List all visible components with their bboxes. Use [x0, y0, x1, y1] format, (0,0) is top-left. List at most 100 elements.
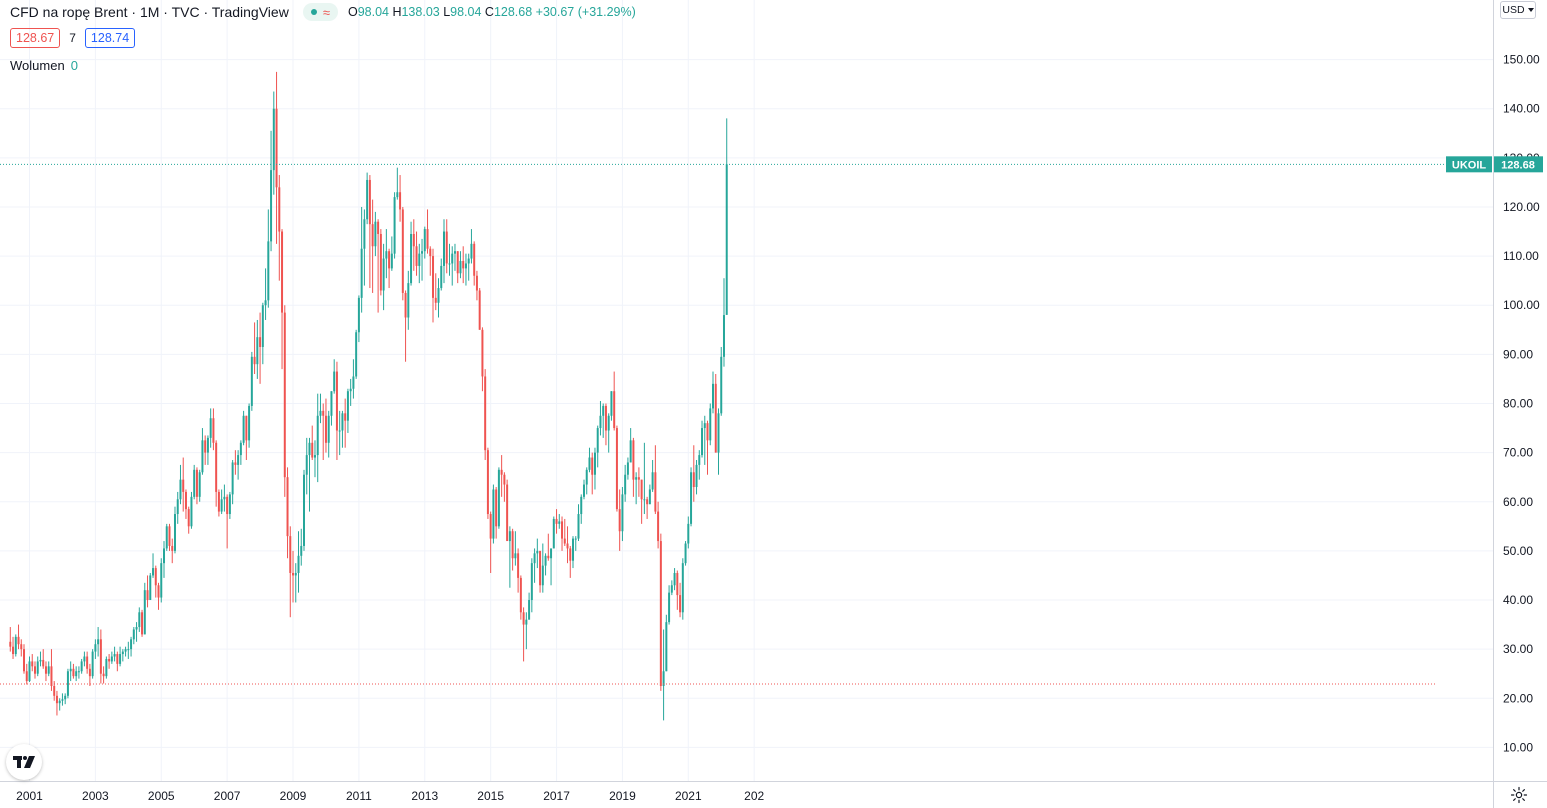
- candle-body: [226, 496, 229, 515]
- candle-body: [64, 695, 67, 700]
- candle-body: [486, 450, 489, 515]
- price-tick-label: 30.00: [1503, 642, 1533, 656]
- candle-body: [121, 651, 124, 655]
- candle-body: [341, 413, 344, 431]
- candle-body: [561, 521, 564, 539]
- candle-body: [635, 477, 638, 480]
- candle-body: [429, 248, 432, 257]
- candle-body: [20, 644, 23, 650]
- candle-body: [23, 649, 26, 672]
- candle-body: [717, 413, 720, 453]
- candle-body: [283, 312, 286, 478]
- candle-body: [624, 474, 627, 495]
- candle-body: [453, 251, 456, 254]
- candle-body: [261, 305, 264, 347]
- candle-body: [245, 415, 248, 441]
- symbol-label: UKOIL: [1452, 159, 1487, 171]
- candle-body: [248, 405, 251, 441]
- buy-price-button[interactable]: 128.74: [84, 28, 136, 48]
- candle-body: [206, 437, 209, 453]
- candle-body: [322, 410, 325, 416]
- candle-body: [591, 457, 594, 475]
- candle-body: [231, 462, 234, 495]
- candle-body: [670, 585, 673, 593]
- time-tick-label: 2001: [16, 789, 43, 803]
- candle-body: [690, 472, 693, 524]
- candle-body: [426, 229, 429, 249]
- candle-body: [462, 261, 465, 269]
- candle-body: [407, 283, 410, 318]
- candle-body: [256, 337, 259, 365]
- candle-body: [673, 572, 676, 586]
- candle-body: [530, 563, 533, 601]
- candle-body: [173, 514, 176, 551]
- price-tick-label: 120.00: [1503, 200, 1540, 214]
- candle-body: [160, 563, 163, 598]
- candle-body: [706, 423, 709, 441]
- candle-body: [566, 543, 569, 549]
- candle-body: [582, 484, 585, 497]
- candle-body: [184, 491, 187, 510]
- candle-body: [179, 479, 182, 500]
- candle-body: [363, 219, 366, 249]
- chart-title: CFD na ropę Brent · 1M · TVC · TradingVi…: [10, 4, 289, 20]
- candle-body: [574, 538, 577, 540]
- candle-body: [599, 415, 602, 429]
- time-tick-label: 2015: [477, 789, 504, 803]
- candle-body: [615, 428, 618, 510]
- candle-body: [242, 415, 245, 443]
- candle-body: [86, 656, 89, 669]
- candle-body: [580, 496, 583, 515]
- candle-body: [478, 290, 481, 330]
- gear-icon[interactable]: [1510, 786, 1528, 804]
- candle-body: [61, 699, 64, 701]
- candle-body: [681, 563, 684, 613]
- tradingview-logo-mark-icon: [13, 755, 35, 768]
- candle-body: [99, 639, 102, 674]
- candle-body: [508, 531, 511, 542]
- tradingview-logo-icon[interactable]: [6, 744, 42, 780]
- candle-body: [253, 356, 256, 365]
- candle-body: [75, 671, 78, 677]
- candle-body: [36, 661, 39, 674]
- candle-body: [349, 388, 352, 392]
- time-tick-label: 202: [744, 789, 764, 803]
- sell-price-button[interactable]: 128.67: [10, 28, 61, 48]
- candle-body: [316, 415, 319, 456]
- price-tick-label: 70.00: [1503, 446, 1533, 460]
- candle-body: [497, 469, 500, 527]
- candle-body: [569, 548, 572, 561]
- candle-body: [250, 356, 253, 406]
- candle-body: [110, 656, 113, 662]
- currency-selector[interactable]: USD: [1500, 1, 1536, 19]
- candle-body: [25, 671, 28, 682]
- candle-body: [555, 518, 558, 524]
- candle-body: [467, 258, 470, 264]
- candle-body: [360, 248, 363, 298]
- candle-body: [105, 658, 108, 677]
- time-tick-label: 2017: [543, 789, 570, 803]
- candle-body: [459, 261, 462, 274]
- candle-body: [157, 585, 160, 598]
- candle-body: [119, 654, 122, 664]
- grid: [0, 0, 1493, 781]
- candle-body: [390, 253, 393, 269]
- candle-body: [511, 531, 514, 559]
- candle-body: [163, 548, 166, 564]
- candle-body: [651, 472, 654, 490]
- price-tick-label: 50.00: [1503, 544, 1533, 558]
- candle-body: [539, 550, 542, 586]
- candle-body: [198, 472, 201, 497]
- candle-body: [292, 572, 295, 576]
- candle-body: [135, 627, 138, 630]
- candle-body: [607, 415, 610, 431]
- candles: [9, 71, 728, 721]
- candle-body: [223, 496, 226, 500]
- bid-ask-row: 128.67 7 128.74: [10, 28, 136, 48]
- candle-body: [396, 192, 399, 198]
- candle-body: [154, 568, 157, 586]
- market-status-pill[interactable]: ≈: [302, 3, 338, 21]
- candle-body: [421, 251, 424, 254]
